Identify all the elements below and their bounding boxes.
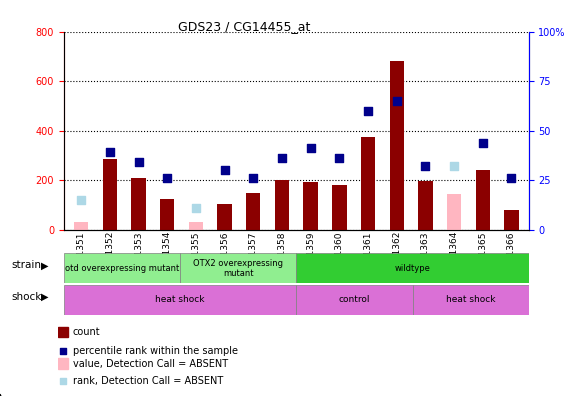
Bar: [217, 204, 232, 230]
Bar: [296, 285, 413, 315]
Point: [220, 167, 229, 173]
Bar: [275, 180, 289, 230]
Point: [421, 163, 430, 169]
Text: value, Detection Call = ABSENT: value, Detection Call = ABSENT: [73, 359, 228, 369]
Text: percentile rank within the sample: percentile rank within the sample: [73, 346, 238, 356]
Point: [363, 108, 372, 114]
Bar: [504, 210, 519, 230]
Point: [249, 175, 258, 181]
Point: [478, 139, 487, 146]
Bar: [74, 222, 88, 230]
Point: [163, 175, 172, 181]
Text: heat shock: heat shock: [155, 295, 205, 305]
Text: shock: shock: [12, 292, 42, 302]
Bar: [476, 170, 490, 230]
Bar: [332, 185, 346, 230]
Text: rank, Detection Call = ABSENT: rank, Detection Call = ABSENT: [73, 376, 223, 386]
Point: [335, 155, 344, 162]
Bar: [58, 327, 69, 337]
Bar: [447, 194, 461, 230]
Point: [77, 197, 86, 203]
Bar: [64, 253, 180, 283]
Point: [507, 175, 516, 181]
Point: [277, 155, 286, 162]
Bar: [296, 253, 529, 283]
Bar: [389, 61, 404, 230]
Text: ▶: ▶: [41, 292, 48, 302]
Bar: [64, 285, 296, 315]
Bar: [189, 222, 203, 230]
Bar: [131, 178, 146, 230]
Text: wildtype: wildtype: [394, 264, 431, 273]
Text: strain: strain: [12, 260, 42, 270]
Point: [191, 205, 200, 211]
Bar: [303, 182, 318, 230]
Text: GDS23 / CG14455_at: GDS23 / CG14455_at: [178, 20, 310, 33]
Text: OTX2 overexpressing
mutant: OTX2 overexpressing mutant: [193, 259, 283, 278]
Point: [306, 145, 315, 152]
Text: ▶: ▶: [41, 260, 48, 270]
Point: [134, 159, 143, 166]
Bar: [246, 193, 260, 230]
Point: [59, 348, 68, 354]
Text: control: control: [339, 295, 370, 305]
Point: [59, 378, 68, 384]
Point: [105, 149, 114, 156]
Bar: [160, 199, 174, 230]
Text: count: count: [73, 327, 101, 337]
Bar: [413, 285, 529, 315]
Point: [392, 98, 401, 104]
Bar: [58, 358, 69, 369]
Point: [450, 163, 459, 169]
Text: heat shock: heat shock: [446, 295, 496, 305]
Bar: [418, 181, 433, 230]
Bar: [361, 137, 375, 230]
Text: otd overexpressing mutant: otd overexpressing mutant: [65, 264, 179, 273]
Bar: [103, 159, 117, 230]
Bar: [180, 253, 296, 283]
